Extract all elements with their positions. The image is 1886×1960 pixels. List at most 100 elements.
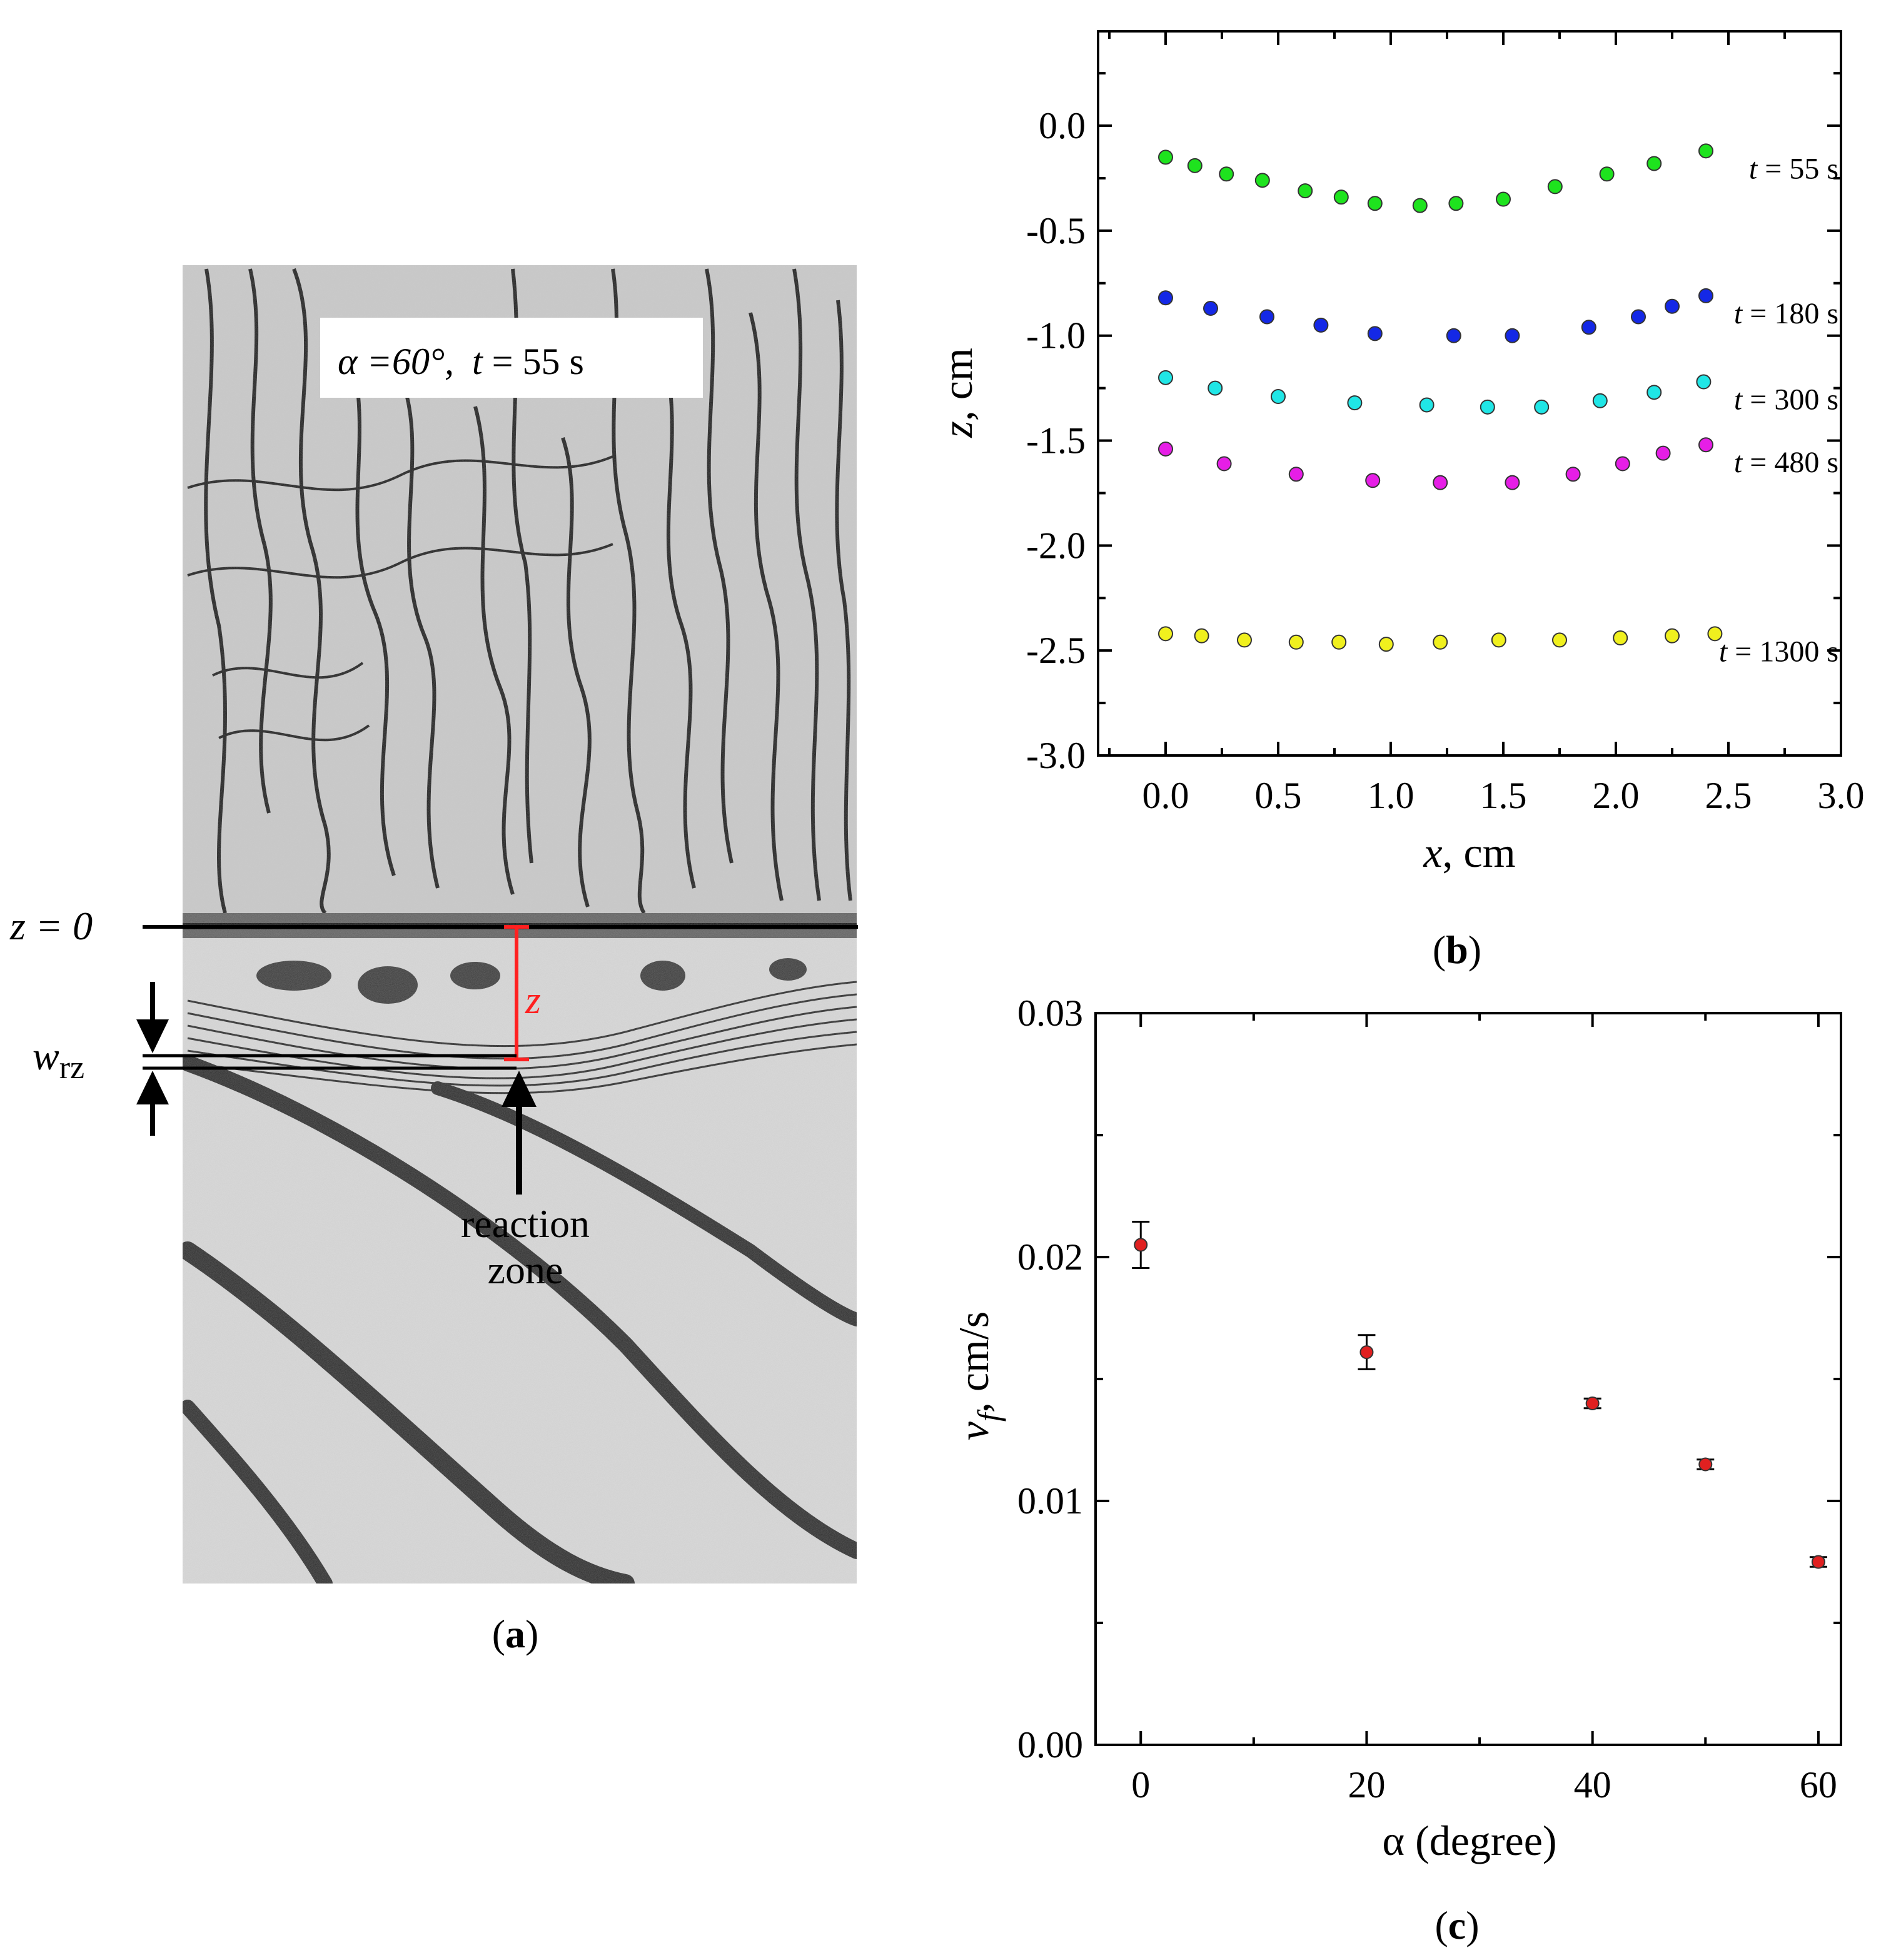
data-point [1288, 467, 1304, 482]
chart-c-ylabel: vf, cm/s [950, 1311, 1006, 1441]
data-point [1565, 467, 1581, 482]
series-label-t: t [1749, 152, 1758, 185]
data-point [1631, 309, 1646, 325]
series-label-rest: = 480 s [1742, 446, 1838, 479]
data-point [1599, 166, 1615, 182]
series-label: t = 55 s [1749, 152, 1838, 185]
chart-c: 0 20 40 60 0.00 0.01 0.02 0.03 α (degree) vf, c… [950, 993, 1842, 1947]
y-tick-label: -3.0 [1026, 735, 1086, 776]
data-point [1448, 196, 1464, 211]
data-point [1288, 634, 1304, 650]
x-tick-label: 2.5 [1705, 775, 1752, 816]
series-label-t: t [1734, 446, 1743, 479]
wrz-label: wrz [33, 1034, 84, 1086]
x-tick-label: 3.0 [1818, 775, 1865, 816]
series-label: t = 300 s [1734, 383, 1838, 417]
y-tick-label: 0.03 [1017, 993, 1083, 1034]
x-tick-label: 40 [1574, 1764, 1611, 1806]
wrz-arrow-up [136, 1071, 169, 1136]
series-label-t: t [1734, 297, 1743, 330]
y-tick-label: -2.5 [1026, 630, 1086, 671]
series-label: t = 180 s [1734, 297, 1838, 330]
series-label-rest: = 1300 s [1727, 635, 1838, 668]
data-point [1158, 441, 1173, 457]
data-point [1298, 183, 1313, 199]
series-label-t: t [1734, 383, 1743, 417]
x-tick-label: 1.5 [1480, 775, 1527, 816]
wrz-sub: rz [59, 1050, 84, 1086]
inset-alpha: α =60°, [338, 341, 454, 382]
x-tick-label: 0.0 [1142, 775, 1189, 816]
series-label: t = 480 s [1734, 446, 1838, 479]
data-point [1271, 389, 1286, 405]
chart-b-panel-label: (b) [1433, 927, 1481, 972]
inset-label: α =60°, t = 55 s [338, 341, 584, 382]
chart-b-tick-labels: 0.0 0.5 1.0 1.5 2.0 2.5 3.0 0.0 -0.5 -1.0 -1.5 -2.0… [1026, 105, 1864, 816]
data-point [1331, 634, 1347, 650]
data-point [1219, 166, 1234, 182]
x-tick-label: 0 [1131, 1764, 1150, 1806]
data-point [1646, 385, 1662, 400]
data-point [1259, 309, 1274, 325]
data-point [1208, 380, 1223, 396]
chart-c-tick-labels: 0 20 40 60 0.00 0.01 0.02 0.03 [1017, 993, 1837, 1806]
data-point [1367, 196, 1383, 211]
series-label: t = 1300 s [1719, 635, 1838, 668]
data-point [1547, 179, 1563, 194]
y-tick-label: 0.02 [1017, 1236, 1083, 1278]
z0-label: z = 0 [9, 904, 93, 948]
y-tick-label: 0.0 [1039, 105, 1086, 146]
data-point [1615, 456, 1630, 472]
data-point [1707, 626, 1723, 642]
data-point [1134, 1238, 1148, 1252]
series-label-t: t [1719, 635, 1728, 668]
chart-c-frame [1094, 1012, 1842, 1746]
chart-b: 0.0 0.5 1.0 1.5 2.0 2.5 3.0 0.0 -0.5 -1.0 -1.5 -2.0… [934, 30, 1865, 972]
data-point [1367, 326, 1383, 341]
data-point [1698, 143, 1713, 159]
inset-label-box [320, 318, 703, 398]
data-point [1613, 630, 1628, 646]
data-point [1665, 298, 1680, 314]
chart-b-ticks [1098, 31, 1842, 757]
data-point [1433, 475, 1448, 490]
chart-b-xlabel: x, cm [1423, 829, 1515, 876]
data-point [1446, 328, 1461, 343]
inset-t: t [472, 341, 483, 382]
data-point [1505, 475, 1520, 490]
data-point [1347, 395, 1363, 411]
z-symbol: z [525, 977, 541, 1022]
chart-c-xlabel: α (degree) [1382, 1817, 1556, 1864]
data-point [1333, 189, 1349, 205]
data-point [1158, 626, 1173, 642]
data-point [1158, 149, 1173, 165]
chart-c-points [1132, 1220, 1827, 1569]
data-point [1585, 1397, 1600, 1410]
data-point [1696, 374, 1712, 390]
data-point [1665, 628, 1680, 644]
y-tick-label: -1.0 [1026, 315, 1086, 356]
data-point [1203, 301, 1218, 316]
data-point [1646, 156, 1662, 171]
y-tick-label: 0.00 [1017, 1724, 1083, 1766]
data-point [1698, 1457, 1713, 1472]
panel-a-label: (a) [492, 1612, 539, 1656]
series-label-rest: = 180 s [1742, 297, 1838, 330]
data-point [1505, 328, 1520, 343]
photo-grain [183, 265, 857, 1584]
data-point [1698, 288, 1713, 303]
data-point [1433, 634, 1448, 650]
chart-b-points [1158, 143, 1723, 652]
data-point [1581, 320, 1596, 335]
x-tick-label: 60 [1800, 1764, 1837, 1806]
data-point [1313, 317, 1329, 333]
series-label-rest: = 300 s [1742, 383, 1838, 417]
data-point [1237, 632, 1252, 648]
data-point [1359, 1345, 1374, 1360]
x-tick-label: 1.0 [1368, 775, 1414, 816]
data-point [1216, 456, 1232, 472]
data-point [1491, 632, 1506, 648]
chart-b-series-labels: t = 55 st = 180 st = 300 st = 480 st = 1… [1719, 152, 1838, 668]
y-tick-label: -2.0 [1026, 525, 1086, 566]
panel-a-photo [183, 265, 857, 1584]
